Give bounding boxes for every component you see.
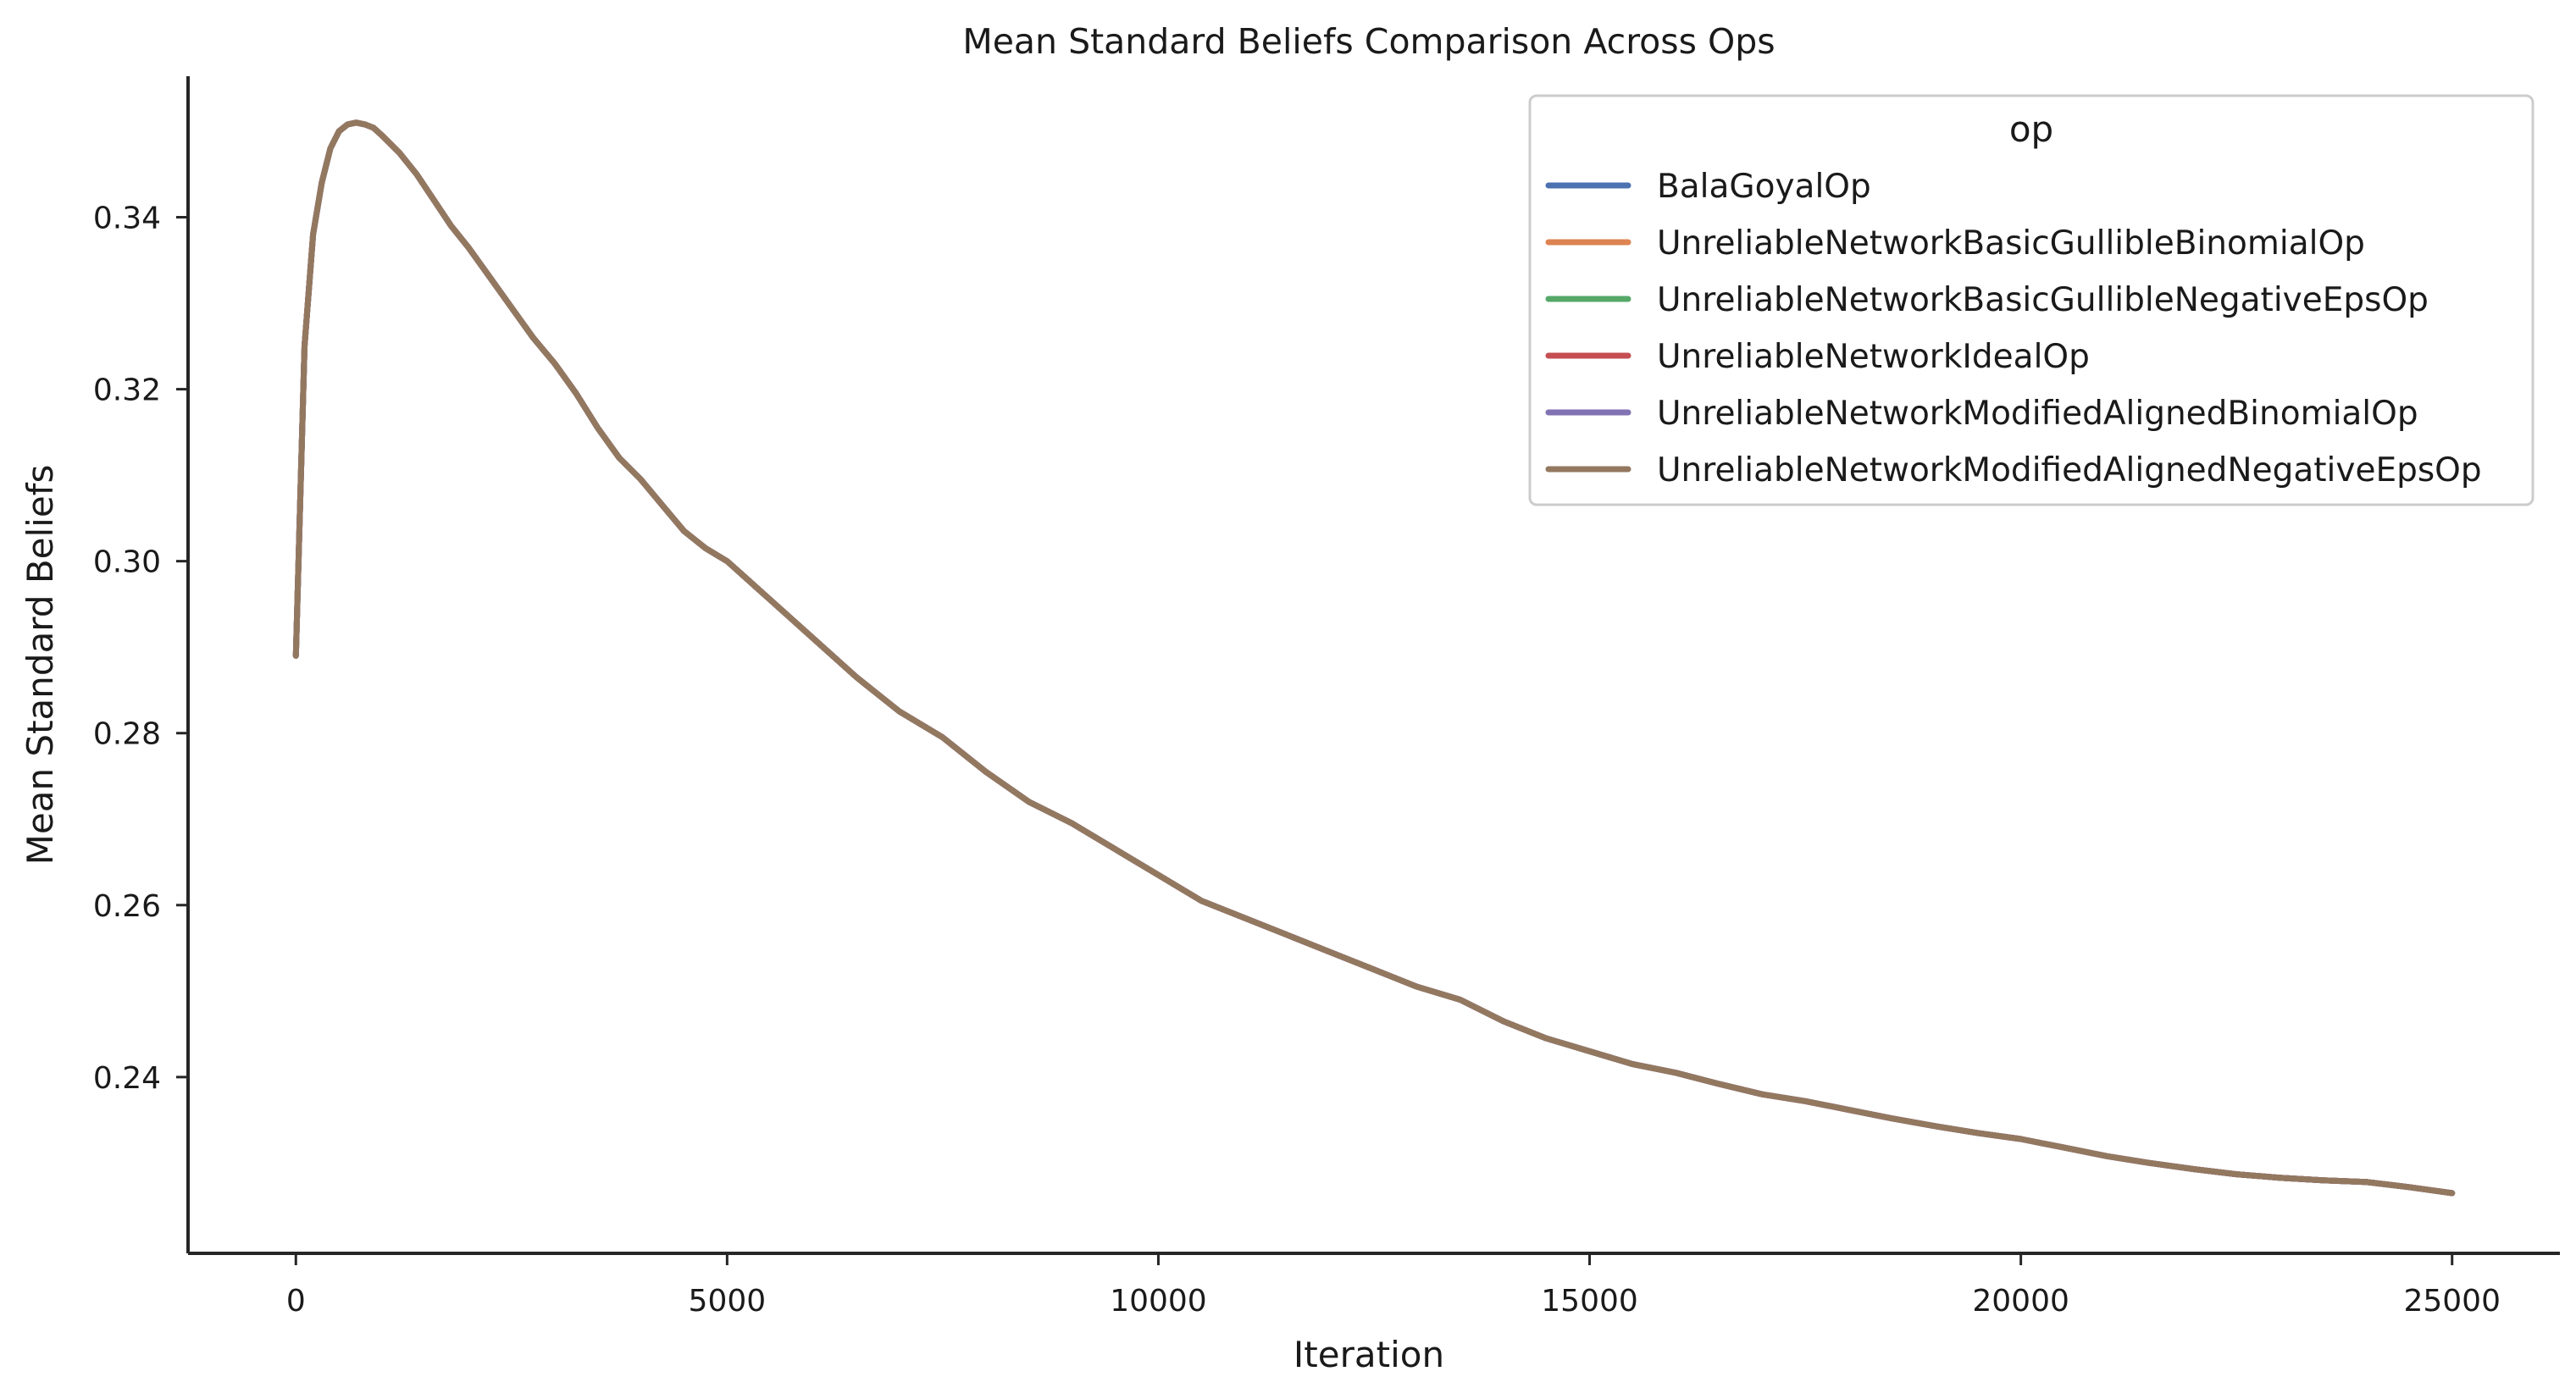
x-tick-label: 15000 [1541, 1284, 1638, 1319]
x-axis-label: Iteration [1294, 1334, 1444, 1375]
legend-entries: BalaGoyalOp UnreliableNetworkBasicGullibl… [1545, 168, 2482, 489]
y-tick-label: 0.34 [93, 202, 161, 236]
legend-label: UnreliableNetworkModifiedAlignedBinomial… [1657, 395, 2418, 433]
y-tick-label: 0.28 [93, 717, 161, 752]
x-tick-label: 10000 [1110, 1284, 1207, 1319]
x-tick-label: 25000 [2403, 1284, 2501, 1319]
legend: op BalaGoyalOp UnreliableNetworkBasicGull… [1528, 94, 2534, 506]
series-line-6 [292, 119, 2456, 1197]
y-axis-ticks: 0.24 0.26 0.28 0.30 0.32 0.34 [93, 202, 188, 1096]
legend-frame [1528, 94, 2534, 506]
legend-label: UnreliableNetworkModifiedAlignedNegative… [1657, 451, 2482, 489]
x-axis-ticks: 0 5000 10000 15000 20000 25000 [286, 1253, 2501, 1319]
plot-area [292, 119, 2456, 1197]
y-tick-label: 0.32 [93, 373, 161, 408]
x-tick-label: 20000 [1972, 1284, 2069, 1319]
y-tick-label: 0.30 [93, 545, 161, 580]
legend-title: op [2009, 108, 2053, 150]
legend-label: BalaGoyalOp [1657, 168, 1871, 206]
y-axis-label: Mean Standard Beliefs [19, 465, 61, 865]
legend-label: UnreliableNetworkBasicGullibleBinomialOp [1657, 224, 2365, 263]
y-tick-label: 0.26 [93, 889, 161, 924]
y-tick-label: 0.24 [93, 1061, 161, 1096]
chart-title: Mean Standard Beliefs Comparison Across … [962, 21, 1775, 62]
x-tick-label: 0 [286, 1284, 306, 1319]
legend-label: UnreliableNetworkIdealOp [1657, 338, 2090, 376]
legend-label: UnreliableNetworkBasicGullibleNegativeEp… [1657, 281, 2429, 319]
x-tick-label: 5000 [689, 1284, 767, 1319]
